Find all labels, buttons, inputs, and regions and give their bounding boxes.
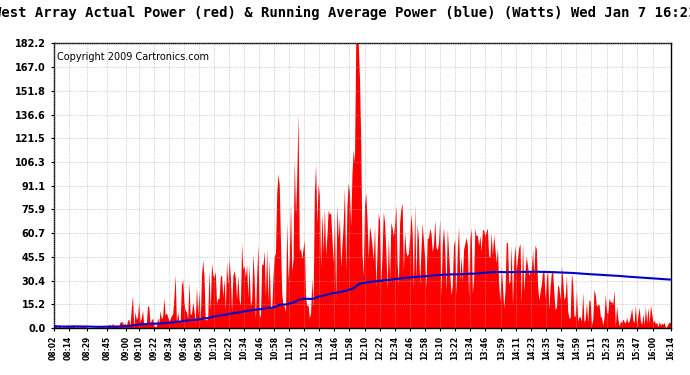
Text: West Array Actual Power (red) & Running Average Power (blue) (Watts) Wed Jan 7 1: West Array Actual Power (red) & Running … (0, 6, 690, 20)
Text: Copyright 2009 Cartronics.com: Copyright 2009 Cartronics.com (57, 52, 208, 62)
